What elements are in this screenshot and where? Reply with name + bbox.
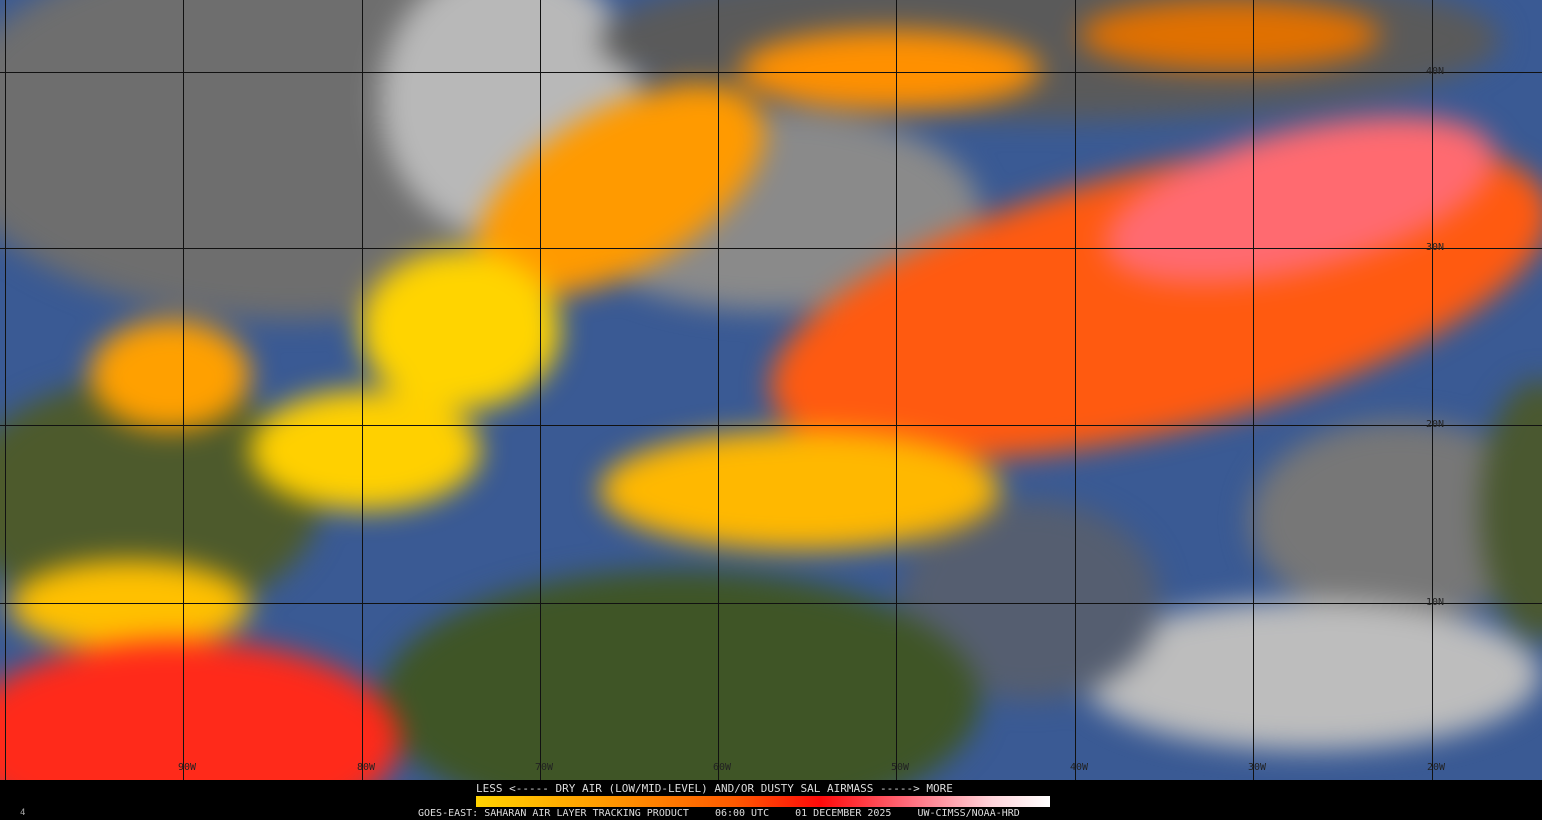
credit-label: UW-CIMSS/NOAA-HRD bbox=[917, 808, 1020, 819]
footer-caption: GOES-EAST: SAHARAN AIR LAYER TRACKING PR… bbox=[418, 808, 1046, 819]
legend-title: LESS <----- DRY AIR (LOW/MID-LEVEL) AND/… bbox=[476, 782, 953, 795]
longitude-line bbox=[5, 0, 6, 780]
lat-label: 40N bbox=[1426, 66, 1445, 77]
lon-label: 60W bbox=[713, 762, 732, 773]
longitude-line bbox=[362, 0, 363, 780]
lat-label: 10N bbox=[1426, 597, 1445, 608]
longitude-line bbox=[896, 0, 897, 780]
time-label: 06:00 UTC bbox=[714, 808, 770, 819]
longitude-line bbox=[183, 0, 184, 780]
lon-label: 40W bbox=[1070, 762, 1089, 773]
color-scale-bar bbox=[476, 796, 1050, 807]
latitude-line bbox=[0, 603, 1542, 604]
longitude-line bbox=[1253, 0, 1254, 780]
lon-label: 20W bbox=[1427, 762, 1446, 773]
lat-label: 20N bbox=[1426, 419, 1445, 430]
latitude-line bbox=[0, 248, 1542, 249]
longitude-line bbox=[1075, 0, 1076, 780]
product-name: GOES-EAST: SAHARAN AIR LAYER TRACKING PR… bbox=[418, 808, 689, 819]
lat-label: 30N bbox=[1426, 242, 1445, 253]
longitude-line bbox=[540, 0, 541, 780]
frame-number: 4 bbox=[20, 808, 26, 818]
date-label: 01 DECEMBER 2025 bbox=[795, 808, 892, 819]
satellite-map: 90W 80W 70W 60W 50W 40W 30W 20W 40N 30N … bbox=[0, 0, 1542, 780]
lon-label: 50W bbox=[891, 762, 910, 773]
longitude-line bbox=[1432, 0, 1433, 780]
imagery-layer bbox=[0, 0, 1542, 780]
legend-panel: LESS <----- DRY AIR (LOW/MID-LEVEL) AND/… bbox=[0, 780, 1542, 820]
lon-label: 70W bbox=[535, 762, 554, 773]
latitude-line bbox=[0, 425, 1542, 426]
longitude-line bbox=[718, 0, 719, 780]
lon-label: 30W bbox=[1248, 762, 1267, 773]
lon-label: 80W bbox=[357, 762, 376, 773]
latitude-line bbox=[0, 72, 1542, 73]
lon-label: 90W bbox=[178, 762, 197, 773]
